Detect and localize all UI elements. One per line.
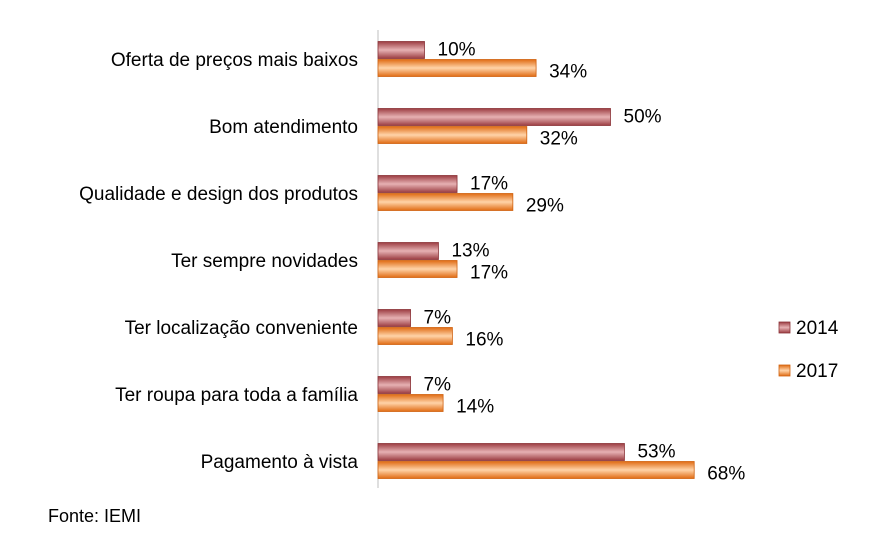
legend-label-2017: 2017 [796,361,838,382]
data-label-2017: 68% [707,464,745,485]
data-label-2014: 53% [637,442,675,463]
labels-layer: Oferta de preços mais baixos 10% 34% Bom at… [79,40,745,485]
bar-2014 [377,108,611,126]
legend-label-2014: 2014 [796,318,839,339]
category-label: Oferta de preços mais baixos [111,50,358,71]
data-label-2014: 17% [470,174,508,195]
legend: 2014 2017 [778,318,839,382]
category-label: Qualidade e design dos produtos [79,184,358,205]
bar-2014 [377,242,439,260]
category-label: Ter localização conveniente [125,318,358,339]
data-label-2017: 17% [470,263,508,284]
bar-2017 [377,193,514,211]
data-label-2017: 34% [549,62,587,83]
data-label-2014: 50% [624,107,662,128]
category-label: Pagamento à vista [201,452,359,473]
bars-layer [377,41,695,479]
data-label-2014: 7% [424,375,452,396]
bar-2017 [377,327,453,345]
data-label-2017: 14% [456,397,494,418]
category-label: Bom atendimento [209,117,358,138]
bar-2017 [377,394,444,412]
bar-2017 [377,260,458,278]
category-label: Ter roupa para toda a família [115,385,358,406]
legend-swatch-2017 [778,364,791,377]
bar-2014 [377,41,425,59]
data-label-2017: 32% [540,129,578,150]
bar-2014 [377,309,411,327]
bar-2017 [377,126,528,144]
data-label-2017: 29% [526,196,564,217]
data-label-2014: 7% [424,308,452,329]
bar-2017 [377,59,537,77]
bar-2017 [377,461,695,479]
bar-2014 [377,443,625,461]
legend-swatch-2014 [778,321,791,334]
category-label: Ter sempre novidades [171,251,358,272]
source-note: Fonte: IEMI [48,506,141,526]
data-label-2014: 10% [438,40,476,61]
bar-2014 [377,376,411,394]
data-label-2017: 16% [465,330,503,351]
bar-2014 [377,175,458,193]
data-label-2014: 13% [451,241,489,262]
